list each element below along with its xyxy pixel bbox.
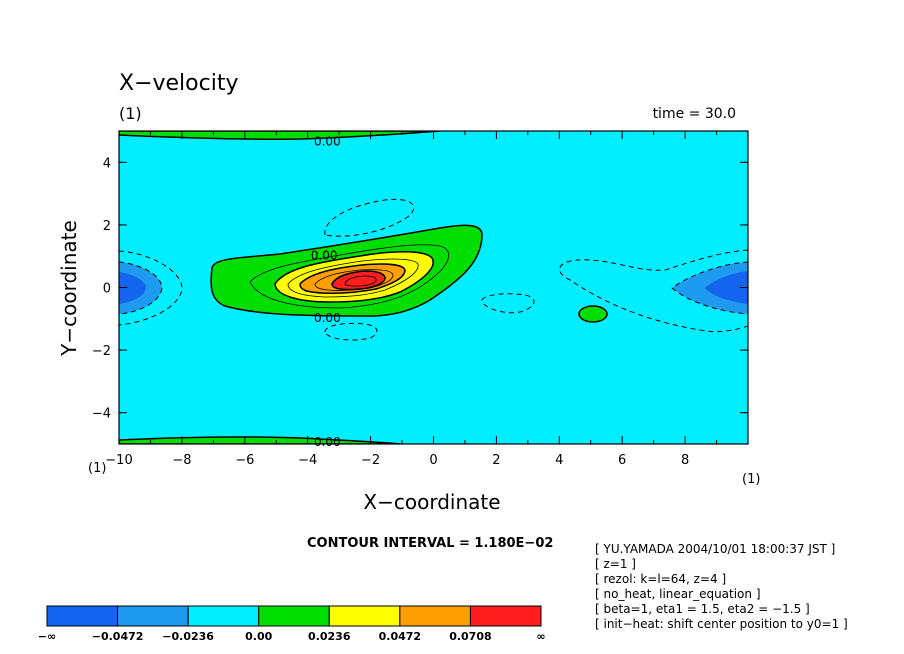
x-tick-label: 4 — [555, 453, 563, 468]
contour-fill-top-strip — [119, 131, 441, 141]
contour-line-positive-1b — [249, 244, 450, 309]
info-line: [ rezol: k=l=64, z=4 ] — [595, 572, 726, 586]
x-tick-label: 2 — [492, 453, 500, 468]
contour-line-left-1 — [119, 250, 183, 326]
colorbar-swatch — [399, 605, 471, 627]
contour-label-layer: 0.00 0.00 0.00 0.00 — [311, 134, 341, 448]
info-line: [ beta=1, eta1 = 1.5, eta2 = −1.5 ] — [595, 602, 810, 616]
y-tick-label: 0 — [103, 282, 111, 297]
x-tick-label: 0 — [429, 453, 437, 468]
y-axis: 4 2 0 −2 −4 — [92, 156, 748, 422]
contour-line-positive-3b — [314, 269, 394, 291]
colorbar-swatch — [258, 605, 330, 627]
contour-label: 0.00 — [314, 435, 341, 449]
contour-fill-small-positive — [578, 305, 608, 323]
contour-fill-right-negative-inner — [705, 271, 748, 304]
chart-title: X−velocity — [119, 71, 239, 96]
contour-fill-left-negative-inner — [119, 272, 146, 304]
contour-label: 0.00 — [314, 134, 341, 148]
x-tick-label: −2 — [361, 453, 380, 468]
contour-fill-positive-4 — [331, 270, 386, 291]
y-tick-label: −2 — [92, 344, 111, 359]
contour-line-left-2 — [119, 261, 163, 315]
info-line: [ init−heat: shift center position to y0… — [595, 617, 848, 631]
colorbar-swatch — [469, 605, 542, 627]
x-tick-label: −8 — [172, 453, 191, 468]
chart-subtitle-right: time = 30.0 — [653, 106, 736, 122]
colorbar-label: −∞ — [38, 630, 56, 643]
corner-label-right: (1) — [742, 472, 760, 487]
colorbar-label: 0.0472 — [379, 630, 421, 643]
y-tick-label: −4 — [92, 407, 111, 422]
contour-line-right-1 — [559, 249, 748, 333]
contour-line-lower-dashed — [324, 322, 378, 341]
contour-line-positive-2b — [287, 258, 419, 298]
y-axis-label: Y−coordinate — [57, 220, 81, 357]
x-tick-label: 6 — [618, 453, 626, 468]
colorbar-swatch — [328, 605, 401, 627]
colorbar-label: 0.00 — [245, 630, 272, 643]
x-tick-label: −4 — [298, 453, 317, 468]
info-line: [ no_heat, linear_equation ] — [595, 587, 761, 601]
contour-line-positive-4b — [344, 275, 377, 287]
contour-interval-text: CONTOUR INTERVAL = 1.180E−02 — [307, 536, 553, 551]
colorbar-label: 0.0708 — [449, 630, 491, 643]
colorbar-swatch — [46, 605, 119, 627]
chart-subtitle-left: (1) — [119, 104, 142, 123]
colorbar-label: −0.0472 — [92, 630, 144, 643]
colorbar-label: −0.0236 — [162, 630, 214, 643]
colorbar-swatch — [187, 605, 260, 627]
colorbar-swatch — [117, 605, 189, 627]
colorbar: −∞ −0.0472 −0.0236 0.00 0.0236 0.0472 0.0708 ∞ — [38, 605, 546, 643]
info-block: [ YU.YAMADA 2004/10/01 18:00:37 JST ][ z… — [595, 542, 848, 631]
info-line: [ z=1 ] — [595, 557, 636, 571]
x-tick-label: −10 — [105, 453, 132, 468]
y-tick-label: 4 — [103, 156, 111, 171]
y-tick-label: 2 — [103, 219, 111, 234]
contour-field — [119, 131, 748, 444]
contour-label: 0.00 — [314, 311, 341, 325]
x-axis: −10 −8 −6 −4 −2 0 2 4 6 8 — [105, 131, 718, 468]
x-tick-label: −6 — [235, 453, 254, 468]
contour-line-upper-dashed — [324, 198, 415, 237]
x-tick-label: 8 — [681, 453, 689, 468]
contour-line-right-2 — [671, 261, 748, 315]
colorbar-label: 0.0236 — [308, 630, 351, 643]
colorbar-label: ∞ — [536, 630, 545, 643]
contour-line-mid-dashed — [481, 293, 535, 314]
info-line: [ YU.YAMADA 2004/10/01 18:00:37 JST ] — [595, 542, 835, 556]
corner-label-bottom-left: (1) — [88, 461, 106, 476]
contour-label: 0.00 — [311, 249, 338, 263]
contour-fill-bottom-strip — [119, 436, 401, 444]
x-axis-label: X−coordinate — [363, 490, 500, 514]
